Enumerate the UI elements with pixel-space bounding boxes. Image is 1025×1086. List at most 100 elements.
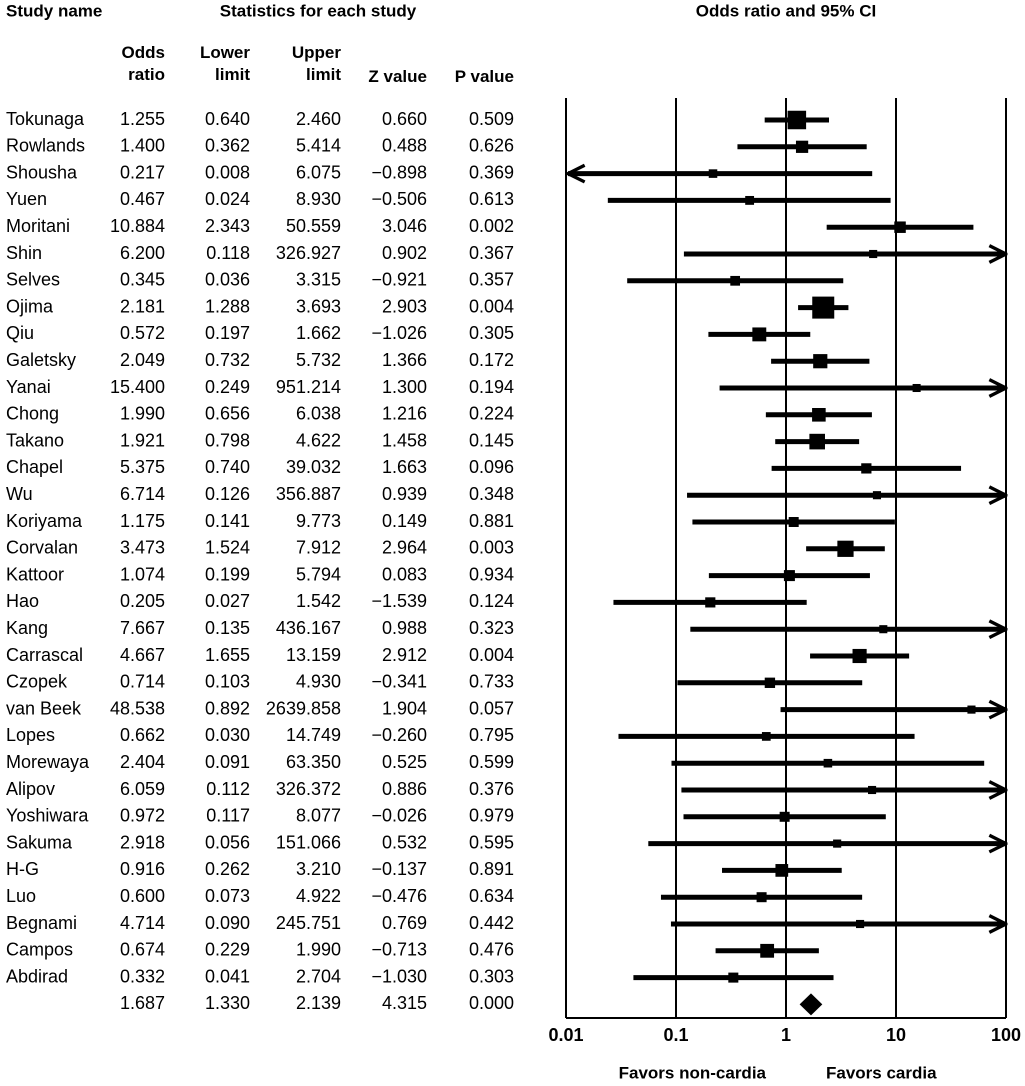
study-name: van Beek xyxy=(6,698,82,718)
table-cell: 6.714 xyxy=(120,484,165,504)
table-cell: 0.916 xyxy=(120,859,165,879)
table-cell: 1.216 xyxy=(382,404,427,424)
table-cell: 10.884 xyxy=(110,216,165,236)
table-cell: 5.732 xyxy=(296,350,341,370)
table-cell: 1.255 xyxy=(120,109,165,129)
table-cell: 4.930 xyxy=(296,672,341,692)
table-cell: 0.934 xyxy=(469,564,514,584)
x-tick-label: 10 xyxy=(886,1025,906,1045)
table-cell: 3.473 xyxy=(120,538,165,558)
column-header: Lower limit xyxy=(199,43,250,84)
table-cell: 1.330 xyxy=(205,993,250,1013)
study-name: Rowlands xyxy=(6,136,85,156)
table-cell: 7.912 xyxy=(296,538,341,558)
study-name: Kattoor xyxy=(6,564,64,584)
study-name: Begnami xyxy=(6,913,77,933)
study-name: Takano xyxy=(6,430,64,450)
table-cell: −0.026 xyxy=(371,806,427,826)
table-cell: 13.159 xyxy=(286,645,341,665)
table-cell: 15.400 xyxy=(110,377,165,397)
table-cell: 2.343 xyxy=(205,216,250,236)
table-cell: 6.200 xyxy=(120,243,165,263)
table-cell: 1.542 xyxy=(296,591,341,611)
table-cell: −0.137 xyxy=(371,859,427,879)
table-cell: −0.921 xyxy=(371,270,427,290)
study-name: Morewaya xyxy=(6,752,90,772)
table-cell: 0.714 xyxy=(120,672,165,692)
study-name: Corvalan xyxy=(6,538,78,558)
table-cell: 1.458 xyxy=(382,430,427,450)
table-cell: 1.074 xyxy=(120,564,165,584)
table-cell: 0.467 xyxy=(120,189,165,209)
table-cell: 4.622 xyxy=(296,430,341,450)
table-cell: 0.103 xyxy=(205,672,250,692)
table-cell: 0.509 xyxy=(469,109,514,129)
table-cell: 0.008 xyxy=(205,162,250,182)
study-name: H-G xyxy=(6,859,39,879)
table-cell: 0.118 xyxy=(206,243,250,263)
table-cell: 0.595 xyxy=(469,832,514,852)
table-cell: 3.046 xyxy=(382,216,427,236)
table-cell: 0.205 xyxy=(120,591,165,611)
table-cell: 0.902 xyxy=(382,243,427,263)
table-cell: 7.667 xyxy=(120,618,165,638)
study-name: Hao xyxy=(6,591,39,611)
chart-title: Odds ratio and 95% CI xyxy=(696,1,876,20)
column-header: P value xyxy=(454,67,514,86)
table-cell: 0.357 xyxy=(469,270,514,290)
study-name: Yoshiwara xyxy=(6,806,89,826)
table-cell: 5.794 xyxy=(296,564,341,584)
table-cell: 39.032 xyxy=(286,457,341,477)
study-name: Czopek xyxy=(6,672,68,692)
table-cell: 0.769 xyxy=(382,913,427,933)
table-cell: 0.442 xyxy=(469,913,514,933)
x-label-right: Favors cardia xyxy=(826,1063,937,1082)
table-cell: 0.348 xyxy=(469,484,514,504)
table-cell: 326.372 xyxy=(276,779,341,799)
table-cell: 8.077 xyxy=(296,806,341,826)
table-cell: 0.197 xyxy=(205,323,250,343)
table-cell: 0.056 xyxy=(205,832,250,852)
table-cell: 0.662 xyxy=(120,725,165,745)
table-cell: 0.972 xyxy=(120,806,165,826)
study-name: Shin xyxy=(6,243,42,263)
table-cell: 1.655 xyxy=(205,645,250,665)
table-cell: 0.600 xyxy=(120,886,165,906)
table-cell: 2.903 xyxy=(382,296,427,316)
table-cell: 0.004 xyxy=(469,296,514,316)
x-label-left: Favors non-cardia xyxy=(619,1063,767,1082)
table-cell: 0.532 xyxy=(382,832,427,852)
table-cell: 6.075 xyxy=(296,162,341,182)
table-cell: −0.260 xyxy=(371,725,427,745)
table-cell: 2.964 xyxy=(382,538,427,558)
table-cell: 3.210 xyxy=(296,859,341,879)
study-name: Campos xyxy=(6,940,73,960)
study-name: Yuen xyxy=(6,189,47,209)
table-cell: 0.036 xyxy=(205,270,250,290)
table-cell: 0.345 xyxy=(120,270,165,290)
column-header: Odds ratio xyxy=(121,43,165,84)
table-cell: 0.369 xyxy=(469,162,514,182)
table-cell: 2.918 xyxy=(120,832,165,852)
table-cell: 6.038 xyxy=(296,404,341,424)
table-cell: 1.400 xyxy=(120,136,165,156)
study-name: Sakuma xyxy=(6,832,73,852)
table-cell: 2.404 xyxy=(120,752,165,772)
table-cell: 0.112 xyxy=(206,779,250,799)
table-cell: 0.135 xyxy=(205,618,250,638)
study-name: Chong xyxy=(6,404,59,424)
table-cell: −1.030 xyxy=(371,966,427,986)
study-name: Kang xyxy=(6,618,48,638)
table-cell: 4.714 xyxy=(120,913,165,933)
table-cell: 0.656 xyxy=(205,404,250,424)
table-cell: −0.476 xyxy=(371,886,427,906)
study-name: Koriyama xyxy=(6,511,83,531)
table-cell: 6.059 xyxy=(120,779,165,799)
table-cell: 436.167 xyxy=(276,618,341,638)
table-cell: 0.798 xyxy=(205,430,250,450)
table-cell: 0.988 xyxy=(382,618,427,638)
study-name: Lopes xyxy=(6,725,55,745)
table-cell: 0.024 xyxy=(205,189,250,209)
x-tick-label: 0.1 xyxy=(663,1025,688,1045)
table-cell: 1.175 xyxy=(120,511,165,531)
